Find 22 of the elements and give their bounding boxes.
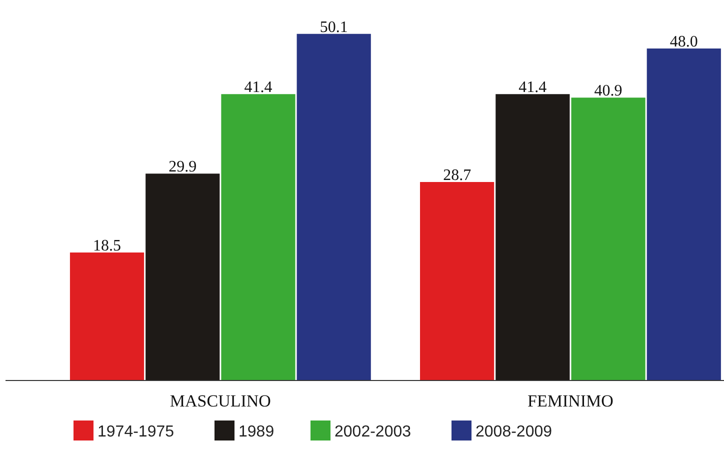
- bar: [646, 48, 721, 380]
- data-label: 18.5: [93, 238, 122, 255]
- data-label: 41.4: [244, 79, 272, 96]
- legend-label: 2002-2003: [334, 424, 412, 440]
- legend-label: 1974-1975: [98, 424, 174, 440]
- legend-label: 1989: [238, 424, 274, 440]
- bar: [420, 182, 494, 380]
- bar: [221, 94, 296, 380]
- data-label: 50.1: [320, 18, 348, 36]
- bar: [70, 252, 144, 380]
- data-label: 29.9: [168, 158, 197, 176]
- bar: [146, 174, 220, 380]
- bar: [496, 94, 570, 380]
- data-label: 28.7: [443, 166, 472, 184]
- data-label: 41.4: [518, 79, 547, 96]
- legend-label: 2008-2009: [476, 424, 552, 440]
- bar: [571, 98, 646, 380]
- x-tick-label: MASCULINO: [170, 392, 271, 410]
- data-label: 48.0: [670, 33, 698, 50]
- data-label: 40.9: [594, 82, 622, 100]
- x-tick-label: FEMINIMO: [528, 392, 614, 410]
- bar: [296, 34, 371, 380]
